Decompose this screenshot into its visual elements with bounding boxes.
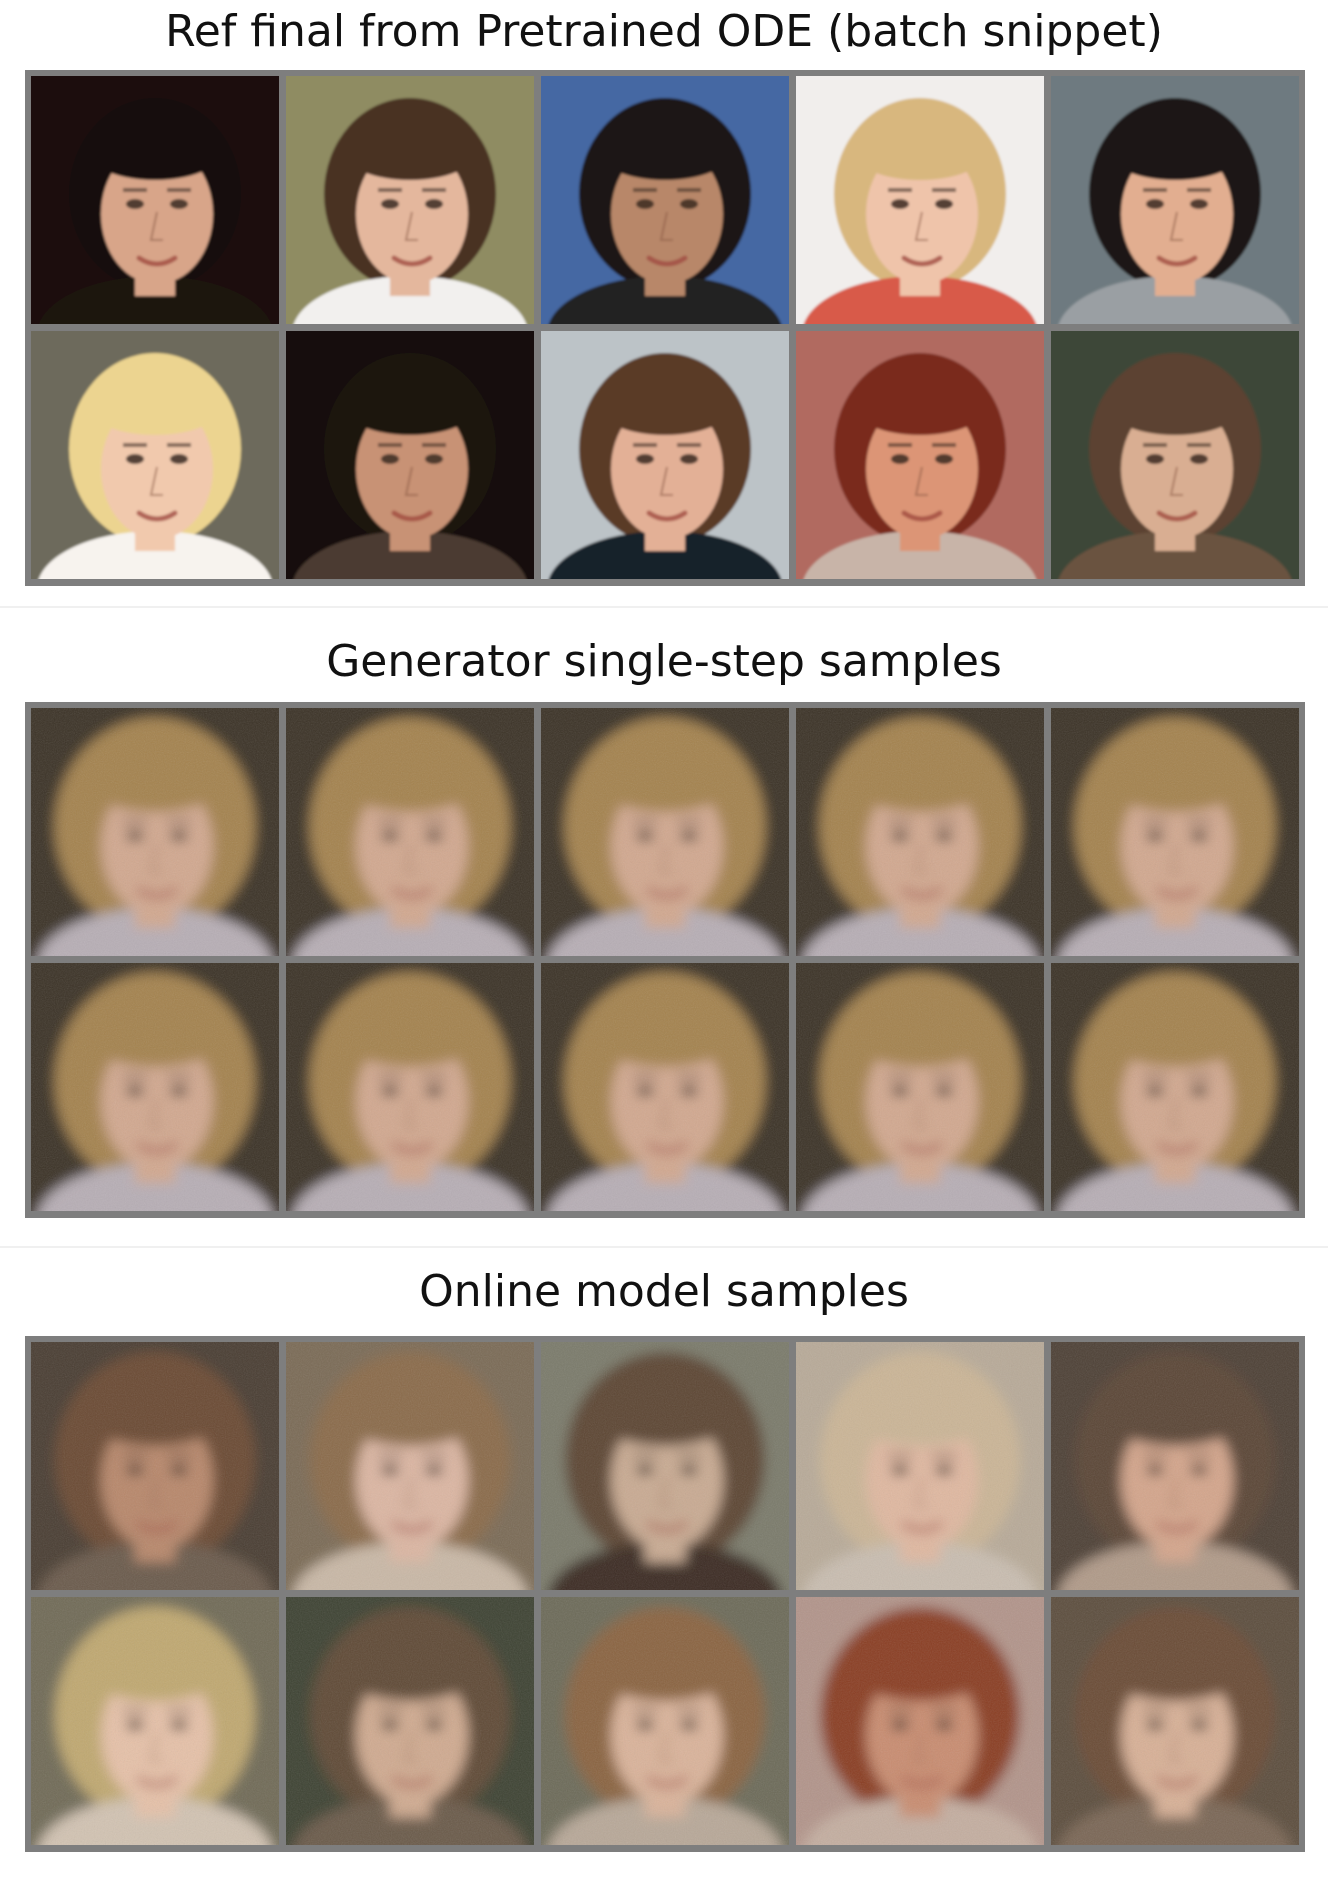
face-thumbnail <box>541 1342 789 1590</box>
face-thumbnail <box>1051 331 1299 579</box>
face-thumbnail <box>286 331 534 579</box>
image-grid <box>25 70 1305 586</box>
face-thumbnail <box>31 708 279 956</box>
face-thumbnail <box>541 708 789 956</box>
panel-ref-final: Ref final from Pretrained ODE (batch sni… <box>0 0 1328 600</box>
face-thumbnail <box>31 963 279 1211</box>
face-thumbnail <box>286 708 534 956</box>
face-thumbnail <box>286 76 534 324</box>
face-thumbnail <box>1051 963 1299 1211</box>
face-thumbnail <box>1051 1597 1299 1845</box>
face-thumbnail <box>541 76 789 324</box>
panel-title: Ref final from Pretrained ODE (batch sni… <box>165 6 1163 57</box>
face-thumbnail <box>286 1342 534 1590</box>
face-thumbnail <box>1051 1342 1299 1590</box>
face-thumbnail <box>796 1597 1044 1845</box>
face-thumbnail <box>796 331 1044 579</box>
face-thumbnail <box>1051 708 1299 956</box>
panel-online-samples: Online model samples <box>0 1240 1328 1880</box>
panel-title: Online model samples <box>419 1266 909 1317</box>
face-thumbnail <box>796 963 1044 1211</box>
face-thumbnail <box>541 963 789 1211</box>
face-thumbnail <box>796 76 1044 324</box>
divider <box>0 606 1328 608</box>
divider <box>0 1246 1328 1248</box>
face-thumbnail <box>31 331 279 579</box>
image-grid <box>25 702 1305 1218</box>
panel-title: Generator single-step samples <box>326 636 1002 687</box>
image-grid <box>25 1336 1305 1852</box>
face-thumbnail <box>541 1597 789 1845</box>
face-thumbnail <box>796 1342 1044 1590</box>
panel-generator-samples: Generator single-step samples <box>0 600 1328 1240</box>
face-thumbnail <box>31 1342 279 1590</box>
face-thumbnail <box>1051 76 1299 324</box>
face-thumbnail <box>31 76 279 324</box>
face-thumbnail <box>541 331 789 579</box>
face-thumbnail <box>796 708 1044 956</box>
face-thumbnail <box>286 963 534 1211</box>
face-thumbnail <box>31 1597 279 1845</box>
face-thumbnail <box>286 1597 534 1845</box>
